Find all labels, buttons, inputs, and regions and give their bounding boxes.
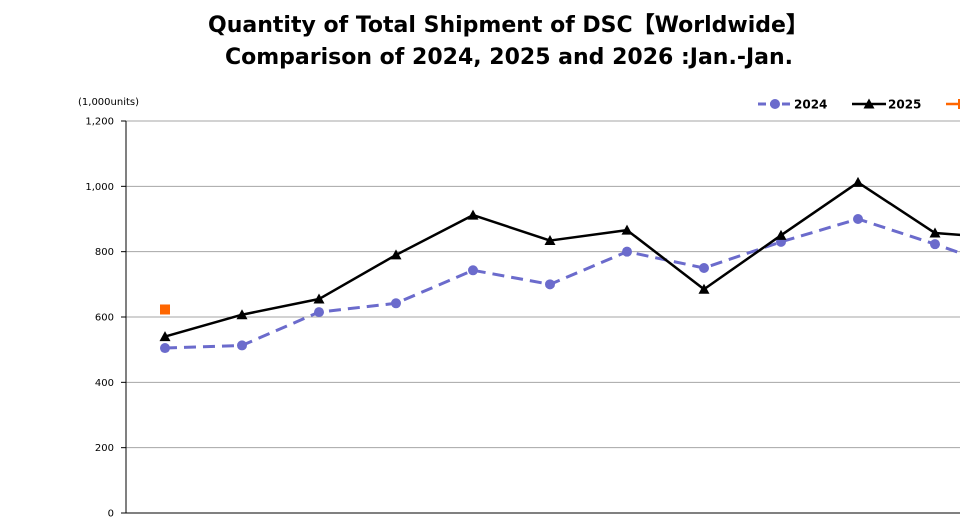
y-tick-label-1: 200 — [95, 443, 114, 454]
data-point-2025-7 — [621, 224, 633, 235]
data-point-2025-8 — [698, 283, 710, 294]
data-point-2024-5 — [468, 265, 478, 276]
y-tick-label-0: 0 — [108, 509, 114, 520]
legend-label-2024: 2024 — [794, 98, 827, 112]
data-point-2025-5 — [467, 209, 479, 220]
data-point-2024-1 — [160, 343, 170, 354]
legend-marker-series-3 — [958, 99, 960, 109]
data-point-2025-10 — [852, 176, 864, 187]
y-tick-label-6: 1,200 — [85, 117, 114, 128]
data-point-2024-11 — [930, 239, 940, 250]
series-line-2025 — [164, 181, 960, 338]
data-point-2025-11 — [929, 227, 941, 238]
y-tick-label-5: 1,000 — [85, 182, 114, 193]
legend-marker-2024 — [770, 99, 780, 109]
data-point-2025-4 — [390, 249, 402, 260]
data-point-2024-8 — [699, 263, 709, 273]
data-point-2024-7 — [622, 246, 632, 257]
data-point-2025-9 — [775, 229, 787, 240]
data-point-2025-2 — [236, 309, 248, 320]
legend-label-2025: 2025 — [888, 98, 921, 112]
data-point-2024-10 — [853, 214, 863, 224]
y-tick-label-4: 800 — [95, 247, 114, 258]
y-tick-label-2: 400 — [95, 378, 114, 389]
chart-title: Quantity of Total Shipment of DSC【Worldw… — [0, 10, 960, 74]
data-point-2024-2 — [237, 340, 247, 351]
y-tick-label-3: 600 — [95, 313, 114, 324]
legend-marker-2025 — [863, 98, 875, 109]
data-point-series-3-1 — [160, 304, 170, 315]
data-point-2025-1 — [159, 331, 171, 342]
data-point-2024-4 — [391, 298, 401, 309]
data-point-2025-3 — [313, 293, 325, 304]
data-point-2025-6 — [544, 235, 556, 246]
chart-title-line-1: Quantity of Total Shipment of DSC【Worldw… — [208, 13, 808, 38]
chart-title-line-2: Comparison of 2024, 2025 and 2026 :Jan.-… — [224, 45, 793, 70]
y-axis-unit-label: (1,000units) — [78, 97, 140, 108]
data-point-2024-6 — [545, 279, 555, 290]
data-point-2024-3 — [314, 307, 324, 318]
series-line-2024 — [164, 217, 960, 350]
